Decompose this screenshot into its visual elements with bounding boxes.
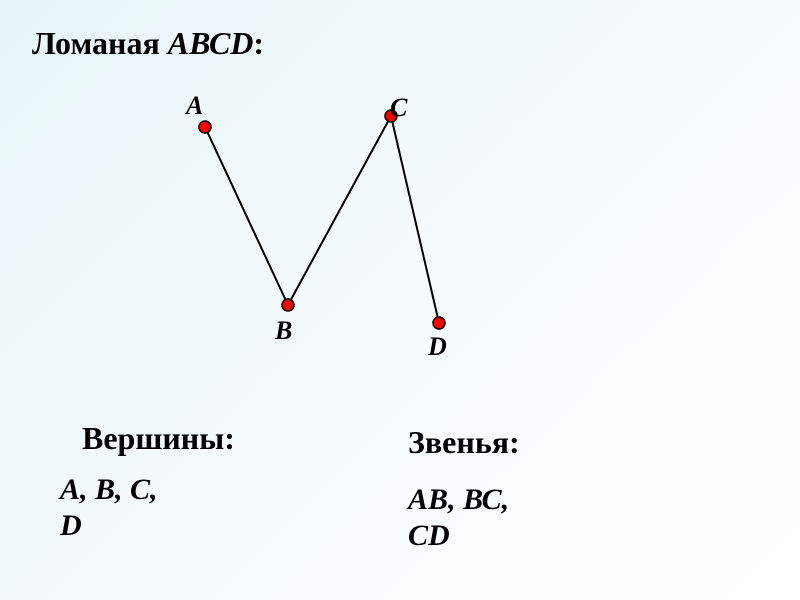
links-line1: АВ, ВС, (408, 483, 509, 516)
vertex-label-D: D (428, 332, 447, 362)
vertex-label-C: С (390, 93, 407, 123)
vertices-label: Вершины: (82, 420, 235, 457)
vertex-label-B: В (275, 316, 292, 346)
vertex-B (282, 299, 294, 311)
vertex-A (199, 121, 211, 133)
segment-BC (288, 116, 391, 305)
vertices-line1: А, В, С, (60, 473, 158, 506)
polyline-segments (205, 116, 439, 323)
vertices-content: А, В, С, D (60, 472, 158, 544)
vertex-label-A: А (186, 91, 203, 121)
vertex-D (433, 317, 445, 329)
links-line2: СD (408, 519, 450, 552)
vertices-line2: D (60, 509, 82, 542)
polyline-vertices (199, 110, 445, 329)
segment-AB (205, 127, 288, 305)
links-label: Звенья: (408, 424, 520, 461)
segment-CD (391, 116, 439, 323)
links-content: АВ, ВС, СD (408, 482, 509, 554)
